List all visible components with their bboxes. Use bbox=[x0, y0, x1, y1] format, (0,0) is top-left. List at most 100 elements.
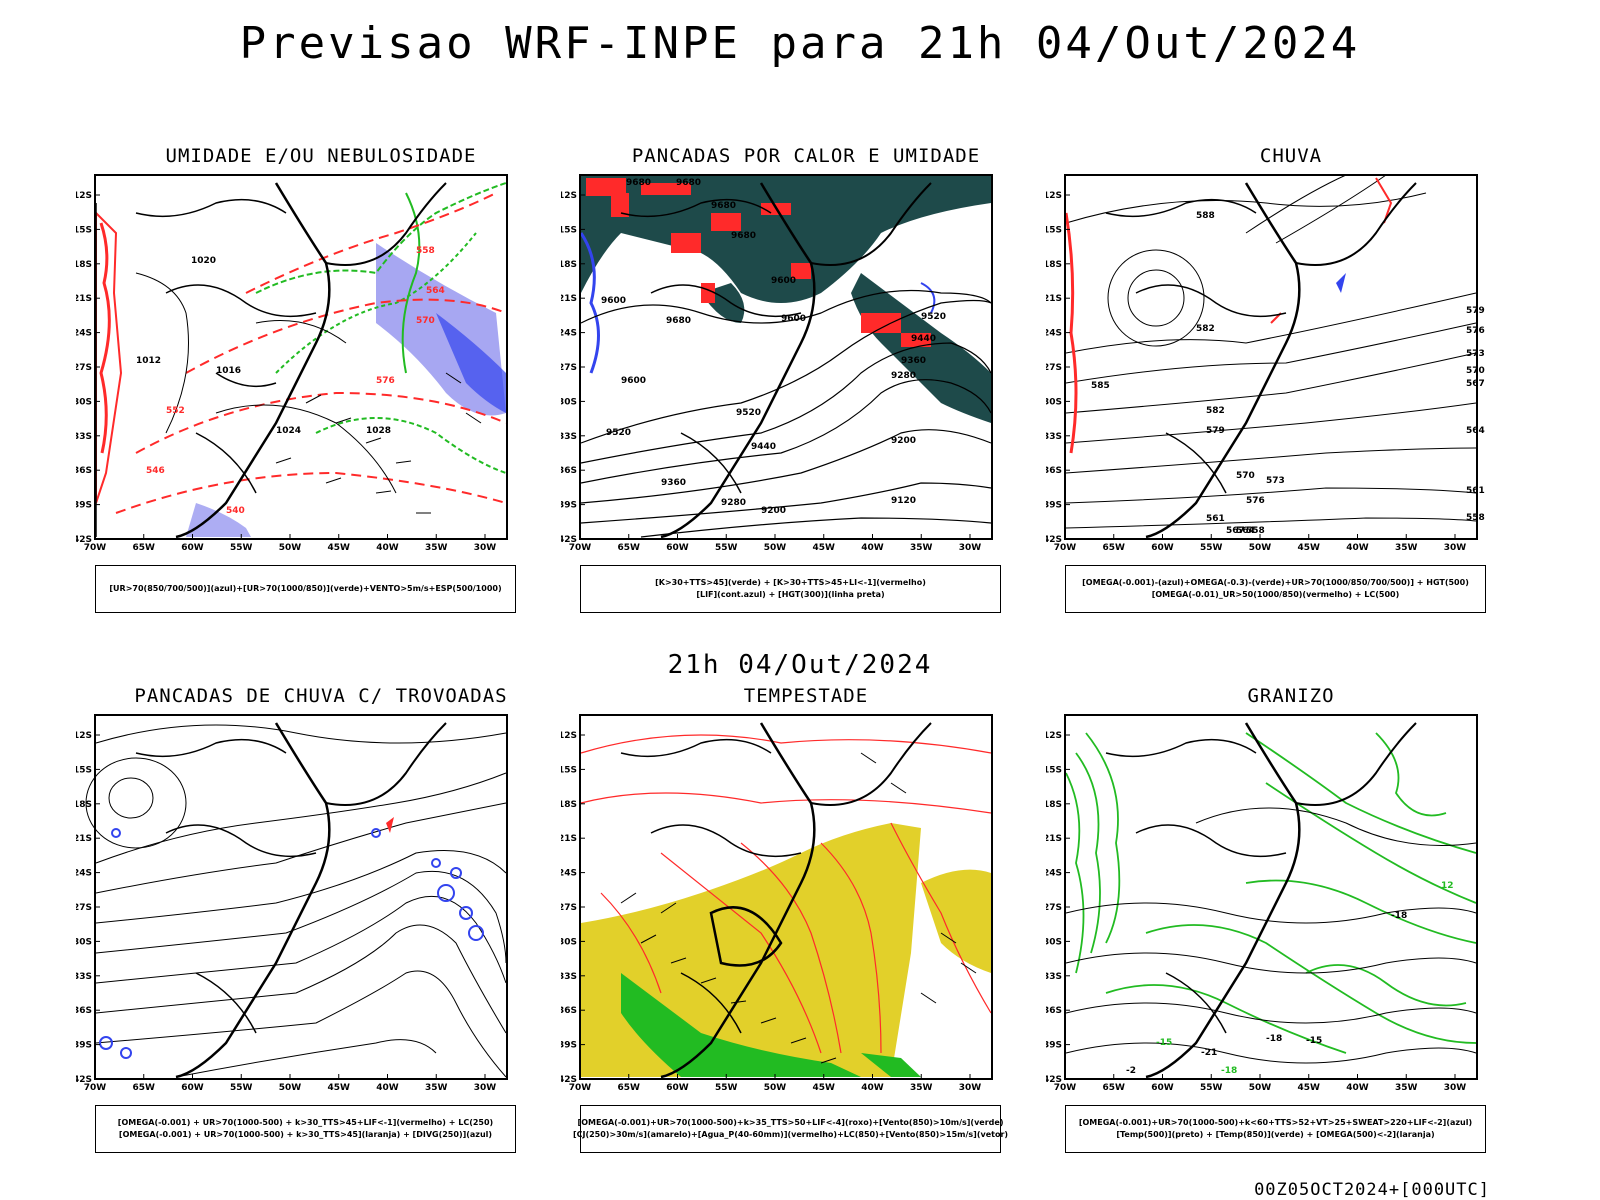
lon-label: 70W bbox=[84, 1083, 107, 1093]
lat-label: 24S bbox=[76, 329, 92, 339]
lat-label: 27S bbox=[1046, 903, 1062, 913]
lon-label: 40W bbox=[861, 543, 884, 553]
contour-label: 561 bbox=[1206, 514, 1225, 524]
contour-label: 573 bbox=[1466, 349, 1485, 359]
lat-label: 12S bbox=[561, 191, 577, 201]
lat-label: 39S bbox=[1046, 1041, 1062, 1051]
lon-label: 60W bbox=[1151, 1083, 1174, 1093]
contour-label: 570 bbox=[416, 316, 435, 326]
contour-label: 9680 bbox=[731, 231, 756, 241]
lon-label: 70W bbox=[569, 543, 592, 553]
lon-label: 35W bbox=[910, 1083, 933, 1093]
contour-label: 9360 bbox=[901, 356, 926, 366]
panel-pancadas-calor: PANCADAS POR CALOR E UMIDADE bbox=[561, 145, 1051, 625]
contour-label: 579 bbox=[1466, 306, 1485, 316]
contour-label: 9440 bbox=[911, 334, 936, 344]
contour-label: 579 bbox=[1206, 426, 1225, 436]
lat-label: 12S bbox=[1046, 191, 1062, 201]
lat-label: 36S bbox=[76, 466, 92, 476]
contour-label: 12 bbox=[1441, 881, 1454, 891]
lat-label: 21S bbox=[76, 834, 92, 844]
contour-label: 9520 bbox=[606, 428, 631, 438]
lat-label: 12S bbox=[1046, 731, 1062, 741]
lon-label: 50W bbox=[1249, 1083, 1272, 1093]
lat-label: 27S bbox=[561, 903, 577, 913]
lon-label: 30W bbox=[474, 1083, 497, 1093]
lon-label: 45W bbox=[1298, 543, 1321, 553]
lon-label: 70W bbox=[569, 1083, 592, 1093]
contour-label: 1020 bbox=[191, 256, 216, 266]
contour-label: 576 bbox=[1466, 326, 1485, 336]
panel-title: TEMPESTADE bbox=[743, 685, 869, 707]
map-pancadas-calor: 12S 15S 18S 21S 24S 27S 30S 33S 36S 39S 42S 70W 65W… bbox=[561, 174, 993, 553]
lon-label: 45W bbox=[328, 543, 351, 553]
lon-label: 30W bbox=[474, 543, 497, 553]
panel-title: CHUVA bbox=[1259, 145, 1323, 167]
contour-label: 9600 bbox=[621, 376, 646, 386]
lat-label: 21S bbox=[561, 294, 577, 304]
legend-line: [UR>70(850/700/500)](azul)+[UR>70(1000/8… bbox=[109, 584, 502, 593]
lon-label: 35W bbox=[1395, 543, 1418, 553]
lon-label: 35W bbox=[910, 543, 933, 553]
lat-label: 21S bbox=[561, 834, 577, 844]
lon-label: 30W bbox=[959, 1083, 982, 1093]
lon-label: 70W bbox=[1054, 1083, 1077, 1093]
contour-label: 567 bbox=[1466, 379, 1485, 389]
contour-label: 561 bbox=[1466, 486, 1485, 496]
panel-umidade: UMIDADE E/OU NEBULOSIDADE bbox=[76, 145, 566, 625]
lat-label: 15S bbox=[561, 765, 577, 775]
lon-label: 30W bbox=[959, 543, 982, 553]
lat-label: 24S bbox=[1046, 329, 1062, 339]
legend-line: [OMEGA(-0.001)+UR>70(1000-500)+k<60+TTS>… bbox=[1078, 1118, 1473, 1127]
contour-label: 9680 bbox=[626, 178, 651, 188]
lat-label: 36S bbox=[1046, 1006, 1062, 1016]
lat-label: 27S bbox=[76, 903, 92, 913]
lon-label: 60W bbox=[181, 1083, 204, 1093]
lon-label: 35W bbox=[425, 543, 448, 553]
lon-label: 50W bbox=[764, 1083, 787, 1093]
lon-label: 65W bbox=[133, 1083, 156, 1093]
lat-label: 18S bbox=[561, 260, 577, 270]
contour-label: 540 bbox=[226, 506, 245, 516]
panel-legend: [OMEGA(-0.001)+UR>70(1000-500)+k>35_TTS>… bbox=[573, 1105, 1008, 1153]
lat-label: 27S bbox=[561, 363, 577, 373]
panel-chuva: CHUVA 12S 15S 18S 21S 24S bbox=[1046, 145, 1536, 625]
lon-label: 65W bbox=[1103, 543, 1126, 553]
contour-label: 546 bbox=[146, 466, 165, 476]
lon-label: 60W bbox=[181, 543, 204, 553]
lat-label: 42S bbox=[1046, 535, 1062, 545]
lat-label: 30S bbox=[1046, 937, 1062, 947]
contour-label: 9600 bbox=[601, 296, 626, 306]
legend-line: [Temp(500)](preto) + [Temp(850)](verde) … bbox=[1116, 1130, 1435, 1139]
contour-label: 9600 bbox=[781, 314, 806, 324]
lat-label: 33S bbox=[1046, 972, 1062, 982]
contour-label: 558 bbox=[416, 246, 435, 256]
lat-label: 12S bbox=[76, 731, 92, 741]
lon-label: 55W bbox=[230, 543, 253, 553]
lat-label: 39S bbox=[1046, 501, 1062, 511]
lat-label: 39S bbox=[76, 1041, 92, 1051]
lon-label: 50W bbox=[764, 543, 787, 553]
contour-label: 585 bbox=[1091, 381, 1110, 391]
lat-label: 18S bbox=[1046, 260, 1062, 270]
panel-pancadas-trovoadas: PANCADAS DE CHUVA C/ TROVOADAS bbox=[76, 685, 566, 1165]
contour-label: 576 bbox=[1246, 496, 1265, 506]
lat-label: 24S bbox=[561, 329, 577, 339]
lat-label: 39S bbox=[561, 1041, 577, 1051]
lat-label: 21S bbox=[1046, 834, 1062, 844]
lon-label: 55W bbox=[1200, 1083, 1223, 1093]
lat-label: 15S bbox=[76, 225, 92, 235]
contour-label: 9200 bbox=[761, 506, 786, 516]
contour-label: 9520 bbox=[921, 312, 946, 322]
contour-label: -21 bbox=[1201, 1048, 1217, 1058]
contour-label: 9280 bbox=[721, 498, 746, 508]
contour-label: 588 bbox=[1196, 211, 1215, 221]
lon-label: 40W bbox=[861, 1083, 884, 1093]
lat-label: 30S bbox=[1046, 397, 1062, 407]
run-stamp: 00Z05OCT2024+[000UTC] bbox=[1254, 1180, 1490, 1200]
contour-label: 582 bbox=[1206, 406, 1225, 416]
lon-label: 50W bbox=[1249, 543, 1272, 553]
lon-label: 70W bbox=[1054, 543, 1077, 553]
lon-label: 55W bbox=[1200, 543, 1223, 553]
lat-label: 33S bbox=[1046, 432, 1062, 442]
